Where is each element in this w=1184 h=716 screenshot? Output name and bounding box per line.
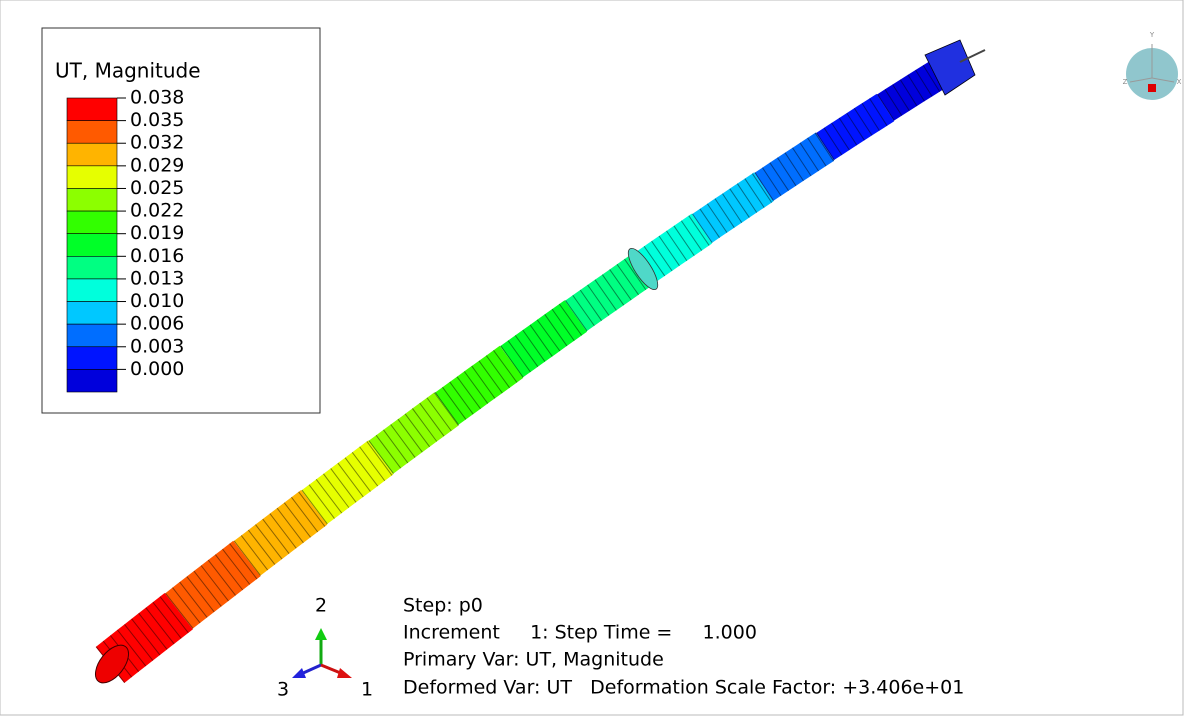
legend-swatch <box>66 278 118 302</box>
legend-label: 0.013 <box>130 267 184 289</box>
flange <box>924 39 976 96</box>
legend-title: UT, Magnitude <box>55 59 201 83</box>
tube-segment <box>368 392 459 474</box>
arrow-3 <box>292 668 306 678</box>
legend-label: 0.032 <box>130 132 184 154</box>
info-step: Step: p0 <box>403 595 483 617</box>
view-label-x: X <box>1177 78 1182 86</box>
triad-label-3: 3 <box>277 679 289 701</box>
triad: 2 3 1 <box>277 595 373 701</box>
info-increment: Increment 1: Step Time = 1.000 <box>403 622 757 644</box>
tube-mesh <box>95 592 193 684</box>
legend-label: 0.000 <box>130 358 184 380</box>
tube-end <box>94 644 130 684</box>
view-label-y: Y <box>1149 31 1155 39</box>
legend-label: 0.010 <box>130 290 184 312</box>
legend-swatch <box>66 142 118 167</box>
legend-swatch <box>66 120 118 144</box>
view-label-z: Z <box>1123 78 1128 86</box>
legend-label: 0.029 <box>130 154 184 176</box>
view-axis-x <box>1151 77 1175 83</box>
tube-segment <box>816 93 895 161</box>
shaft-end <box>959 49 986 63</box>
view-marker <box>1148 84 1156 92</box>
info-primary: Primary Var: UT, Magnitude <box>403 649 664 671</box>
triad-label-2: 2 <box>315 595 327 617</box>
legend-label: 0.006 <box>130 313 184 335</box>
legend-label: 0.019 <box>130 222 184 244</box>
model <box>94 39 986 684</box>
legend-swatch <box>66 210 118 234</box>
triad-label-1: 1 <box>361 679 373 701</box>
legend-swatch <box>66 256 118 280</box>
legend-label: 0.022 <box>130 200 184 222</box>
tube-mesh <box>816 93 895 161</box>
view-axis-z <box>1129 77 1153 83</box>
legend-label: 0.016 <box>130 245 184 267</box>
legend-label: 0.038 <box>130 87 184 109</box>
tube-segment <box>565 256 650 332</box>
axis-3 <box>300 663 322 676</box>
tube-segment <box>754 132 835 201</box>
legend: 0.0380.0350.0320.0290.0250.0220.0190.016… <box>66 87 184 393</box>
legend-label: 0.003 <box>130 335 184 357</box>
tube-segment <box>165 540 261 629</box>
legend-swatch <box>66 233 118 257</box>
legend-swatch <box>66 323 118 348</box>
legend-swatch <box>66 369 118 393</box>
arrow-2 <box>315 628 327 640</box>
coupling <box>627 248 659 291</box>
view-cube: Y Z X <box>1123 31 1182 100</box>
tube-segment <box>876 56 954 121</box>
tube-segment <box>500 300 587 378</box>
legend-swatch <box>66 97 118 121</box>
tube-mesh <box>754 132 835 201</box>
legend-swatch <box>66 165 118 189</box>
legend-swatch <box>66 301 118 325</box>
legend-swatch <box>66 188 118 212</box>
tube-segment <box>301 440 394 525</box>
arrow-1 <box>337 668 352 678</box>
legend-label: 0.035 <box>130 109 184 131</box>
tube-segment <box>692 172 774 244</box>
legend-swatch <box>66 346 118 370</box>
tube-segment <box>233 489 328 576</box>
legend-label: 0.025 <box>130 177 184 199</box>
tube-mesh <box>628 213 713 287</box>
tube-segment <box>434 345 524 426</box>
info-deformed: Deformed Var: UT Deformation Scale Facto… <box>403 677 964 699</box>
